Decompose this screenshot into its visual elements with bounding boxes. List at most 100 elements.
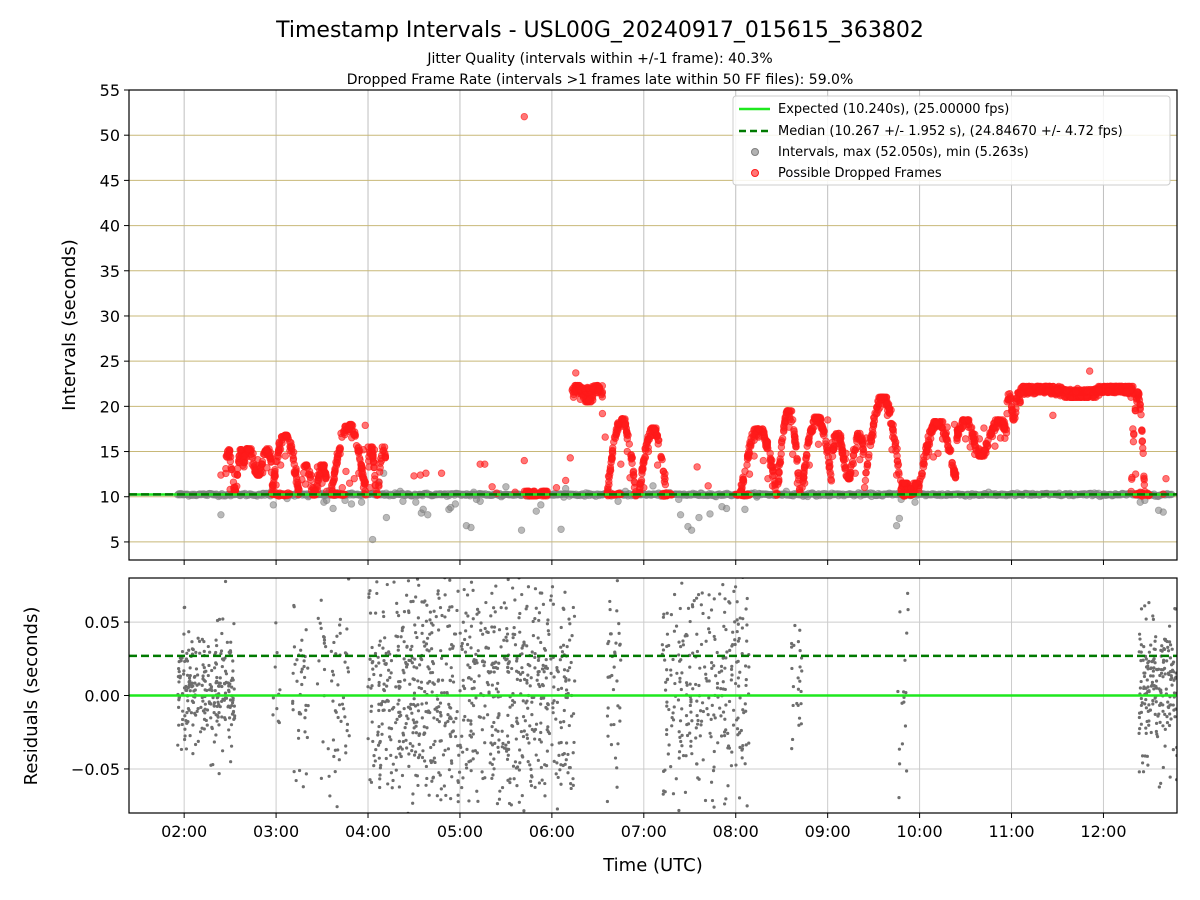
residual-point	[451, 646, 455, 650]
residual-point	[539, 721, 543, 725]
intervals-y-tick-label: 5	[110, 533, 120, 552]
dropped-frame-point	[743, 461, 751, 469]
residual-point	[732, 589, 736, 594]
residual-point	[315, 682, 320, 686]
interval-point	[557, 525, 565, 533]
residual-point	[707, 630, 712, 635]
residual-point	[459, 745, 463, 749]
residual-point	[747, 741, 751, 745]
residual-point	[539, 765, 543, 770]
residual-point	[404, 665, 409, 669]
residual-point	[390, 786, 394, 790]
residual-point	[511, 699, 515, 703]
residual-point	[215, 704, 219, 709]
residual-point	[530, 727, 534, 732]
residual-point	[684, 754, 688, 758]
residual-point	[663, 768, 667, 772]
residual-point	[511, 586, 515, 590]
residual-point	[224, 696, 229, 700]
residual-point	[456, 779, 460, 783]
dropped-frame-point	[1004, 390, 1012, 399]
residual-point	[612, 665, 616, 669]
residual-point	[717, 670, 721, 674]
residual-point	[566, 771, 570, 775]
residual-point	[474, 696, 478, 700]
residual-point	[213, 688, 217, 693]
residual-point	[743, 664, 748, 668]
residual-point	[696, 776, 700, 780]
dropped-frame-point	[267, 468, 276, 477]
residual-point	[701, 758, 705, 762]
residual-point	[518, 678, 523, 682]
residual-point	[230, 701, 235, 705]
residual-point	[476, 799, 480, 803]
residual-point	[411, 599, 415, 603]
residual-point	[340, 702, 345, 706]
residual-point	[316, 616, 320, 621]
residual-point	[386, 668, 391, 672]
residual-point	[377, 756, 381, 760]
dropped-frame-point	[623, 447, 631, 456]
dropped-frame-point	[888, 446, 896, 454]
residual-point	[204, 718, 208, 723]
residual-point	[408, 742, 412, 746]
dropped-frame-point	[594, 387, 602, 395]
residual-point	[507, 670, 511, 674]
residual-point	[481, 776, 485, 781]
residual-point	[685, 683, 689, 687]
residual-point	[332, 754, 336, 759]
interval-point	[467, 523, 475, 532]
dropped-frame-point	[303, 461, 311, 469]
residual-point	[686, 606, 691, 610]
dropped-frame-point	[1140, 472, 1148, 480]
residual-point	[380, 722, 384, 726]
interval-point	[676, 511, 685, 519]
residual-point	[741, 708, 745, 712]
residual-point	[475, 789, 479, 793]
residual-point	[394, 685, 398, 689]
residual-point	[520, 652, 524, 656]
residual-point	[187, 680, 191, 684]
residual-point	[430, 659, 435, 664]
residual-point	[475, 661, 479, 665]
residual-point	[218, 681, 222, 685]
residual-point	[491, 773, 495, 777]
residual-point	[379, 702, 384, 706]
residual-point	[544, 658, 548, 662]
residual-point	[525, 678, 529, 683]
residual-point	[442, 691, 446, 695]
residual-point	[484, 646, 488, 650]
residual-point	[190, 640, 194, 644]
residual-point	[690, 719, 694, 723]
residual-point	[699, 603, 703, 607]
dropped-frame-point	[900, 479, 909, 487]
residual-point	[552, 675, 556, 679]
residual-point	[371, 659, 375, 664]
residual-point	[496, 745, 500, 749]
residual-point	[618, 706, 622, 710]
residual-point	[505, 627, 509, 631]
residual-point	[539, 640, 543, 645]
dropped-frame-point	[766, 462, 775, 470]
interval-point	[741, 505, 749, 514]
residual-point	[230, 712, 235, 716]
residual-point	[510, 703, 514, 707]
residual-point	[187, 676, 192, 680]
residual-point	[695, 632, 699, 636]
residual-point	[185, 659, 190, 663]
residual-point	[665, 700, 669, 704]
residual-point	[223, 691, 228, 695]
residual-point	[661, 648, 666, 652]
residual-point	[196, 739, 200, 743]
dropped-frame-point	[644, 447, 653, 456]
interval-point	[675, 495, 683, 504]
residual-point	[182, 737, 187, 742]
residual-point	[698, 709, 703, 713]
residual-point	[401, 733, 406, 737]
residual-point	[506, 665, 510, 670]
residual-point	[384, 651, 388, 655]
residual-point	[229, 640, 233, 644]
dropped-frame-point	[345, 479, 354, 487]
residual-point	[689, 744, 693, 748]
